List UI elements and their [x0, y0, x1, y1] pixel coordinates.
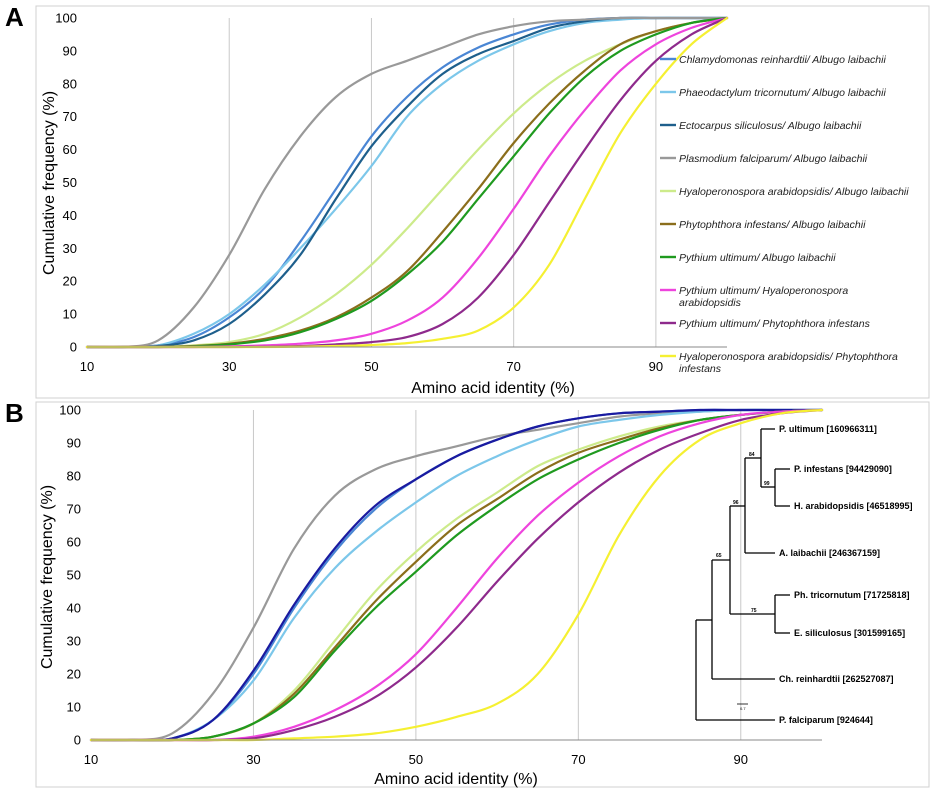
chart-a-series-line — [85, 16, 729, 349]
legend-label: Pythium ultimum/ Hyaloperonospora — [679, 285, 848, 297]
legend-label: Chlamydomonas reinhardtii/ Albugo laibac… — [679, 54, 886, 66]
tree-taxon-label: A. laibachii [246367159] — [779, 548, 880, 558]
chart-b-y-tick-label: 10 — [67, 700, 81, 715]
chart-a-y-tick-label: 60 — [63, 142, 77, 157]
chart-a-y-tick-label: 50 — [63, 175, 77, 190]
chart-a-x-tick-label: 30 — [222, 359, 236, 374]
legend-label: infestans — [679, 363, 722, 375]
chart-a-series-line — [85, 16, 729, 349]
legend-label: Phaeodactylum tricornutum/ Albugo laibac… — [679, 87, 886, 99]
tree-taxon-label: P. ultimum [160966311] — [779, 424, 877, 434]
chart-a-legend: Chlamydomonas reinhardtii/ Albugo laibac… — [660, 54, 909, 375]
tree-taxon-label: H. arabidopsidis [46518995] — [794, 501, 913, 511]
tree-taxon-label: E. siliculosus [301599165] — [794, 628, 905, 638]
chart-b-y-ticks: 0 10 20 30 40 50 60 70 80 90 100 — [59, 403, 81, 748]
chart-b-y-tick-label: 50 — [67, 568, 81, 583]
panel-b-frame — [35, 401, 930, 788]
chart-a-series-line — [85, 16, 729, 349]
chart-a-y-ticks: 0 10 20 30 40 50 60 70 80 90 100 — [55, 11, 77, 355]
chart-b-x-tick-label: 30 — [246, 752, 260, 767]
chart-b-x-tick-label: 70 — [571, 752, 585, 767]
chart-b-y-tick-label: 20 — [67, 667, 81, 682]
tree-bootstrap-label: 84 — [749, 452, 755, 458]
chart-b-x-label: Amino acid identity (%) — [374, 771, 538, 788]
tree-taxon-label: P. infestans [94429090] — [794, 464, 892, 474]
chart-a-y-tick-label: 40 — [63, 208, 77, 223]
chart-b-series-line — [89, 408, 824, 742]
chart-a-y-tick-label: 80 — [63, 76, 77, 91]
tree-scale-label: 0.7 — [740, 706, 746, 711]
tree-taxon-label: Ch. reinhardtii [262527087] — [779, 674, 894, 684]
phylogenetic-tree: P. ultimum [160966311] P. infestans [944… — [695, 424, 913, 725]
chart-a-series-line — [85, 16, 729, 349]
chart-a-x-tick-label: 70 — [506, 359, 520, 374]
chart-b-x-tick-label: 10 — [84, 752, 98, 767]
legend-label: arabidopsidis — [679, 297, 742, 309]
chart-a-x-tick-label: 90 — [649, 359, 663, 374]
tree-bootstrap-label: 75 — [751, 608, 757, 614]
tree-bootstrap-label: 99 — [764, 481, 770, 487]
chart-a-y-tick-label: 10 — [63, 307, 77, 322]
chart-b-y-tick-label: 70 — [67, 502, 81, 517]
chart-b-y-tick-label: 100 — [59, 403, 81, 418]
chart-a-y-tick-label: 90 — [63, 43, 77, 58]
chart-a-series-line — [85, 16, 729, 349]
chart-b-y-tick-label: 90 — [67, 436, 81, 451]
chart-a-x-label: Amino acid identity (%) — [411, 380, 575, 397]
legend-label: Ectocarpus siliculosus/ Albugo laibachii — [679, 120, 862, 132]
legend-label: Phytophthora infestans/ Albugo laibachii — [679, 219, 866, 231]
chart-b-x-ticks: 10 30 50 70 90 — [84, 752, 748, 767]
panel-a-frame — [35, 5, 930, 399]
tree-bootstrap-label: 96 — [733, 500, 739, 506]
chart-a-series-line — [85, 16, 729, 349]
chart-a-series-line — [85, 16, 729, 349]
chart-a-series-line — [85, 16, 729, 349]
chart-a-y-label: Cumulative frequency (%) — [41, 91, 58, 275]
chart-b-y-label: Cumulative frequency (%) — [39, 485, 56, 669]
chart-a-series-line — [85, 16, 729, 349]
chart-a-y-tick-label: 30 — [63, 241, 77, 256]
legend-label: Hyaloperonospora arabidopsidis/ Albugo l… — [679, 186, 909, 198]
chart-a-y-tick-label: 100 — [55, 11, 77, 26]
tree-taxon-label: Ph. tricornutum [71725818] — [794, 590, 910, 600]
chart-a-y-tick-label: 70 — [63, 109, 77, 124]
chart-b-x-tick-label: 50 — [409, 752, 423, 767]
panel-a-label: A — [5, 2, 24, 32]
chart-b-gridlines — [252, 410, 742, 740]
chart-b-y-tick-label: 0 — [74, 733, 81, 748]
legend-label: Pythium ultimum/ Albugo laibachii — [679, 252, 836, 264]
tree-branches — [695, 428, 790, 721]
panel-b-label: B — [5, 398, 24, 428]
chart-b-x-tick-label: 90 — [734, 752, 748, 767]
chart-a-x-ticks: 10 30 50 70 90 — [80, 359, 663, 374]
chart-b-y-tick-label: 80 — [67, 469, 81, 484]
tree-bootstrap-label: 65 — [716, 553, 722, 559]
chart-b-y-tick-label: 30 — [67, 634, 81, 649]
chart-a-x-tick-label: 10 — [80, 359, 94, 374]
chart-a-y-tick-label: 20 — [63, 274, 77, 289]
chart-b-y-tick-label: 60 — [67, 535, 81, 550]
chart-a-series — [85, 16, 729, 349]
chart-a-series-line — [85, 16, 729, 349]
chart-a-y-tick-label: 0 — [70, 340, 77, 355]
tree-taxon-label: P. falciparum [924644] — [779, 715, 873, 725]
chart-a-x-tick-label: 50 — [364, 359, 378, 374]
legend-label: Hyaloperonospora arabidopsidis/ Phytopht… — [679, 351, 898, 363]
legend-label: Pythium ultimum/ Phytophthora infestans — [679, 318, 871, 330]
legend-label: Plasmodium falciparum/ Albugo laibachii — [679, 153, 868, 165]
chart-b-series-line — [89, 408, 824, 742]
chart-b-y-tick-label: 40 — [67, 601, 81, 616]
